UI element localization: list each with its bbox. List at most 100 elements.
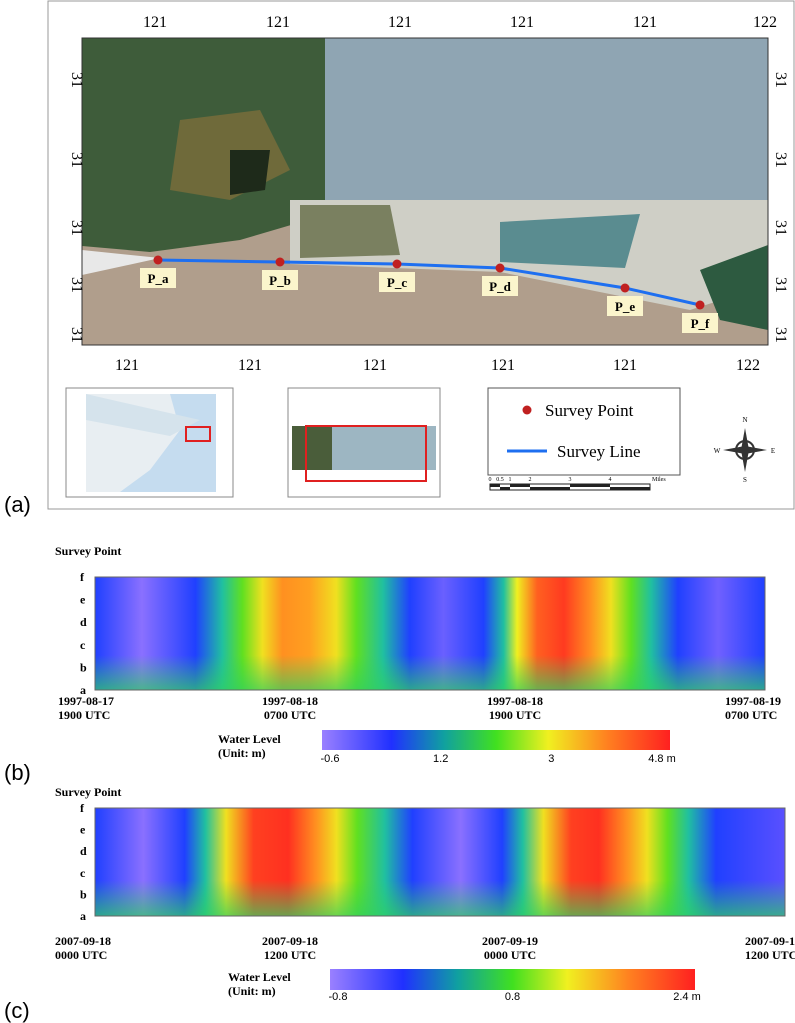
legend-label: Survey Point [545,401,634,420]
y-tick-label: e [80,823,86,837]
compass-label: S [743,476,747,484]
legend [487,387,681,476]
colorbar-title: Water Level [228,970,291,984]
scale-bar [489,483,651,491]
x-tick-date: 2007-09-19 [482,934,538,948]
scale-label: 0.5 [496,477,504,483]
colorbar [330,969,695,990]
colorbar-unit: (Unit: m) [218,746,266,760]
compass-label: N [742,416,747,424]
panel-label: (a) [4,492,31,517]
x-tick-time: 1200 UTC [264,948,316,962]
bottom-tick-label: 121 [491,357,515,374]
y-tick-label: b [80,887,87,901]
survey-line [157,258,701,307]
legend-label: Survey Line [557,442,641,461]
colorbar [322,730,670,750]
right-tick-label: 31 [772,327,789,343]
scale-label: 1 [509,477,512,483]
legend-point-symbol [522,405,532,415]
point-label-box [140,268,176,288]
colorbar-tick-label: 1.2 [433,753,448,765]
right-tick-label: 31 [772,72,789,88]
y-tick-label: d [80,844,87,858]
y-tick-label: f [80,570,85,584]
top-tick-label: 121 [266,14,290,31]
y-tick-label: c [80,638,86,652]
y-tick-label: c [80,866,86,880]
left-tick-label: 31 [68,220,85,236]
top-tick-label: 121 [633,14,657,31]
x-tick-time: 0000 UTC [55,948,107,962]
bottom-tick-label: 121 [238,357,262,374]
colorbar-tick-label: -0.8 [329,991,348,1003]
inset-river [86,394,200,436]
point-label-box [607,296,643,316]
survey-point [392,259,402,269]
point-label-box [379,272,415,292]
satellite-map [82,38,768,345]
contour-field-bottom [95,655,765,690]
x-tick-time: 0700 UTC [264,708,316,722]
bottom-tick-label: 122 [736,357,760,374]
y-tick-label: a [80,909,86,923]
colorbar-tick-label: 0.8 [505,991,520,1003]
x-tick-date: 1997-08-17 [58,694,114,708]
colorbar-unit: (Unit: m) [228,984,276,998]
y-tick-label: a [80,683,86,697]
point-label: P_a [148,271,169,286]
x-tick-date: 2007-09-18 [55,934,111,948]
colorbar-tick-label: 4.8 m [648,753,676,765]
bottom-tick-label: 121 [115,357,139,374]
colorbar-tick-label: -0.6 [321,753,340,765]
y-tick-label: f [80,801,85,815]
colorbar-title: Water Level [218,732,281,746]
right-tick-label: 31 [772,220,789,236]
top-tick-label: 121 [388,14,412,31]
left-tick-label: 31 [68,327,85,343]
scale-label: 3 [569,477,572,483]
bottom-tick-label: 121 [613,357,637,374]
right-tick-label: 31 [772,152,789,168]
y-tick-label: d [80,615,87,629]
x-tick-date: 2007-09-19 [745,934,795,948]
point-label-box [682,313,718,333]
bottom-tick-label: 121 [363,357,387,374]
x-tick-time: 1900 UTC [58,708,110,722]
right-tick-label: 31 [772,277,789,293]
point-label: P_e [615,299,635,314]
top-tick-label: 122 [753,14,777,31]
scale-label: 2 [529,477,532,483]
y-tick-label: e [80,593,86,607]
y-axis-title: Survey Point [55,785,121,799]
left-tick-label: 31 [68,72,85,88]
x-tick-time: 0700 UTC [725,708,777,722]
inset-highlight [305,425,427,482]
top-tick-label: 121 [510,14,534,31]
survey-point [495,263,505,273]
point-label-box [262,270,298,290]
left-tick-label: 31 [68,152,85,168]
point-label-box [482,276,518,296]
point-label: P_b [269,273,291,288]
compass-label: E [771,447,775,455]
inset-highlight [185,426,211,442]
left-tick-label: 31 [68,277,85,293]
scale-label: 4 [609,477,612,483]
compass [723,428,767,472]
x-tick-date: 1997-08-19 [725,694,781,708]
y-tick-label: b [80,660,87,674]
scale-label: 0 [489,477,492,483]
colorbar-tick-label: 2.4 m [673,991,701,1003]
x-tick-time: 1200 UTC [745,948,795,962]
scale-label: Miles [652,477,666,483]
x-tick-time: 0000 UTC [484,948,536,962]
x-tick-date: 1997-08-18 [487,694,543,708]
point-label: P_d [489,279,511,294]
plot-border [94,807,786,917]
top-tick-label: 121 [143,14,167,31]
inset-image-land [292,426,332,470]
y-axis-title: Survey Point [55,544,121,558]
x-tick-date: 1997-08-18 [262,694,318,708]
